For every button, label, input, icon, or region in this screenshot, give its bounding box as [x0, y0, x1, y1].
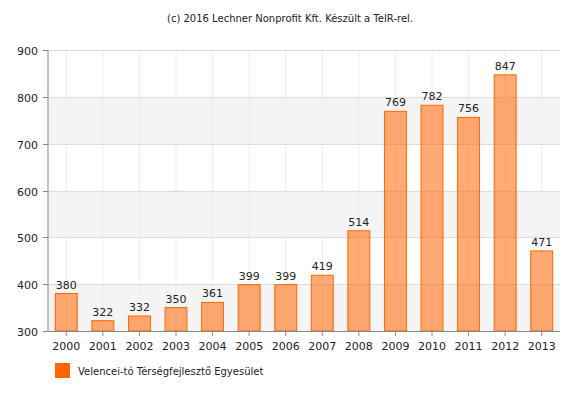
x-tick [66, 331, 67, 336]
data-label: 514 [348, 216, 369, 229]
data-label: 769 [385, 96, 406, 109]
grid-band [48, 191, 560, 238]
title: (c) 2016 Lechner Nonprofit Kft. Készült … [167, 13, 413, 24]
x-tick [322, 331, 323, 336]
x-tick-label: 2004 [199, 340, 227, 353]
bar [531, 251, 553, 331]
y-tick-label: 800 [17, 92, 38, 105]
grid-line [48, 237, 560, 238]
grid-line [48, 144, 560, 145]
x-tick-label: 2000 [52, 340, 80, 353]
grid-line [48, 50, 560, 51]
y-tick-label: 500 [17, 232, 38, 245]
y-tick [43, 191, 48, 192]
x-tick [139, 331, 140, 336]
bar [238, 285, 260, 331]
x-tick-label: 2012 [491, 340, 519, 353]
data-label: 399 [239, 270, 260, 283]
bar [165, 308, 187, 331]
y-tick [43, 97, 48, 98]
x-tick-label: 2001 [89, 340, 117, 353]
y-tick [43, 144, 48, 145]
x-tick [395, 331, 396, 336]
x-axis [48, 331, 560, 332]
bar [128, 316, 150, 331]
bar [311, 275, 333, 331]
x-tick-label: 2011 [455, 340, 483, 353]
data-label: 419 [312, 260, 333, 273]
grid [48, 50, 560, 332]
grid-line [48, 331, 560, 332]
x-tick-label: 2002 [125, 340, 153, 353]
legend-swatch [55, 363, 70, 378]
x-tick [249, 331, 250, 336]
grid-line [48, 97, 560, 98]
x-tick [102, 331, 103, 336]
data-label: 471 [531, 236, 552, 249]
chart: (c) 2016 Lechner Nonprofit Kft. Készült … [0, 0, 580, 400]
x-tick-label: 2013 [528, 340, 556, 353]
grid-line-vertical [176, 50, 177, 331]
bar [275, 285, 297, 331]
bar [92, 321, 114, 331]
grid-band [48, 97, 560, 144]
page: {"chart_data": {"type": "bar", "title": … [0, 0, 580, 400]
y-tick [43, 331, 48, 332]
x-tick [505, 331, 506, 336]
x-tick [176, 331, 177, 336]
x-tick-label: 2006 [272, 340, 300, 353]
data-label: 756 [458, 102, 479, 115]
bar [202, 302, 224, 331]
bar [494, 75, 516, 331]
y-axis [48, 50, 49, 331]
data-label: 322 [92, 306, 113, 319]
legend: Velencei-tó Térségfejlesztő Egyesület [55, 363, 263, 378]
x-tick-label: 2010 [418, 340, 446, 353]
data-labels: 380 322 332 350 361 399 399 419 514 769 782 756 847 4… [56, 60, 552, 319]
bars [55, 75, 552, 331]
bar [348, 231, 370, 331]
grid-band [48, 284, 560, 331]
data-label: 350 [166, 293, 187, 306]
bar [384, 111, 406, 331]
y-tick-label: 400 [17, 279, 38, 292]
y-tick [43, 237, 48, 238]
grid-line-vertical [139, 50, 140, 331]
x-tick-label: 2005 [235, 340, 263, 353]
grid-line-vertical [102, 50, 103, 331]
x-tick-label: 2007 [308, 340, 336, 353]
legend-label: Velencei-tó Térségfejlesztő Egyesület [78, 366, 263, 377]
y-tick-label: 300 [17, 326, 38, 339]
x-tick [432, 331, 433, 336]
bar [55, 294, 77, 331]
x-tick-label: 2009 [381, 340, 409, 353]
y-tick [43, 284, 48, 285]
data-label: 782 [422, 90, 443, 103]
bar [458, 117, 480, 331]
grid-line [48, 191, 560, 192]
data-label: 332 [129, 301, 150, 314]
y-tick [43, 50, 48, 51]
x-tick [212, 331, 213, 336]
y-tick-label: 900 [17, 45, 38, 58]
y-tick-label: 600 [17, 186, 38, 199]
x-tick [541, 331, 542, 336]
x-tick [468, 331, 469, 336]
data-label: 361 [202, 287, 223, 300]
x-tick [358, 331, 359, 336]
data-label: 399 [275, 270, 296, 283]
x-tick-label: 2003 [162, 340, 190, 353]
grid-line [48, 284, 560, 285]
x-tick [285, 331, 286, 336]
data-label: 847 [495, 60, 516, 73]
y-tick-label: 700 [17, 139, 38, 152]
data-label: 380 [56, 279, 77, 292]
x-tick-label: 2008 [345, 340, 373, 353]
bar [421, 105, 443, 331]
